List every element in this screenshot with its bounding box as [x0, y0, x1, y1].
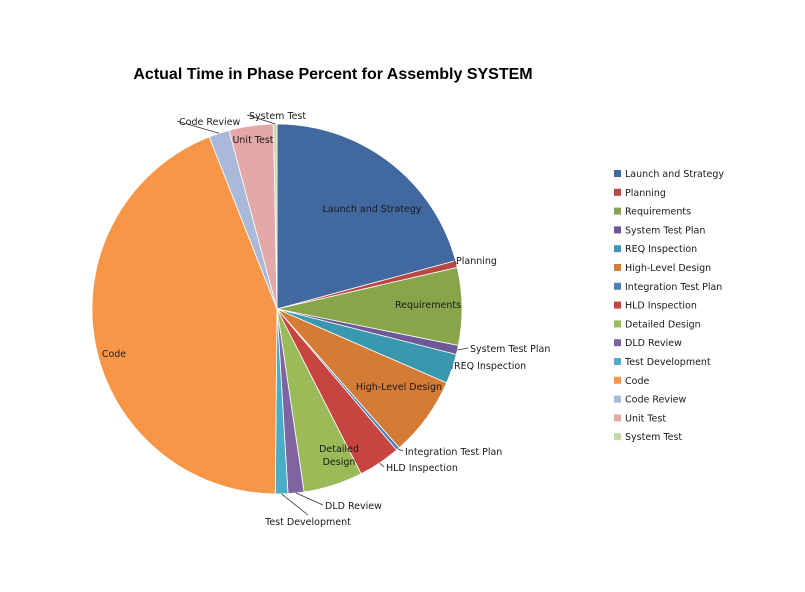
pie-slice-code — [91, 136, 278, 495]
leader-line-system-test-plan — [457, 347, 469, 351]
legend-label-detailed-design: Detailed Design — [625, 319, 701, 330]
legend-swatch-hld-inspection — [614, 301, 621, 309]
leader-line-system-test — [246, 114, 276, 125]
legend-label-planning: Planning — [625, 188, 666, 199]
slice-label-detailed-design: Detailed Design — [319, 444, 359, 468]
slice-labels: Launch and Strategy Planning Requirements S… — [102, 111, 551, 528]
legend-label-requirements: Requirements — [625, 207, 691, 218]
legend-swatch-integration-test-plan — [614, 282, 621, 290]
legend-label-test-development: Test Development — [624, 357, 711, 368]
slice-label-code-review: Code Review — [179, 117, 240, 128]
legend-label-code: Code — [625, 376, 649, 387]
legend-label-system-test: System Test — [625, 432, 682, 443]
slice-label-system-test: System Test — [249, 111, 306, 122]
legend-swatch-detailed-design — [614, 320, 621, 328]
legend-swatch-dld-review — [614, 339, 621, 347]
slice-label-system-test-plan: System Test Plan — [470, 344, 550, 355]
slice-label-unit-test: Unit Test — [232, 135, 273, 146]
chart-title: Actual Time in Phase Percent for Assembl… — [133, 66, 532, 83]
legend-label-unit-test: Unit Test — [625, 413, 666, 424]
legend-swatch-test-development — [614, 358, 621, 365]
slice-label-hld-inspection: HLD Inspection — [386, 463, 458, 474]
slice-label-launch-and-strategy: Launch and Strategy — [322, 204, 421, 215]
legend-label-high-level-design: High-Level Design — [625, 263, 711, 274]
legend-swatch-planning — [614, 188, 621, 196]
leader-line-hld-inspection — [379, 462, 385, 468]
slice-label-dld-review: DLD Review — [325, 501, 382, 512]
legend-swatch-requirements — [614, 207, 621, 215]
legend-swatch-code — [614, 376, 621, 384]
legend-swatch-unit-test — [614, 414, 621, 422]
legend-label-integration-test-plan: Integration Test Plan — [625, 282, 722, 293]
slice-label-code: Code — [102, 349, 126, 360]
legend-swatch-req-inspection — [614, 245, 621, 253]
slice-label-integration-test-plan: Integration Test Plan — [405, 447, 502, 458]
leader-line-test-development — [281, 493, 309, 516]
leader-line-integration-test-plan — [397, 448, 404, 452]
legend-label-dld-review: DLD Review — [625, 338, 682, 349]
pie-slice-launch-and-strategy — [276, 123, 457, 310]
leader-lines — [176, 114, 469, 516]
legend-label-launch-and-strategy: Launch and Strategy — [625, 169, 724, 180]
legend-label-req-inspection: REQ Inspection — [625, 244, 697, 255]
slice-label-requirements: Requirements — [395, 300, 461, 311]
slice-label-req-inspection: REQ Inspection — [454, 361, 526, 372]
slice-label-high-level-design: High-Level Design — [356, 382, 442, 393]
legend-swatch-code-review — [614, 395, 621, 403]
legend-swatch-system-test-plan — [614, 226, 621, 234]
legend-label-system-test-plan: System Test Plan — [625, 225, 705, 236]
legend-swatch-high-level-design — [614, 264, 621, 271]
pie-slices — [91, 123, 463, 495]
leader-line-code-review — [176, 120, 220, 134]
leader-line-planning — [453, 259, 457, 265]
legend-label-hld-inspection: HLD Inspection — [625, 301, 697, 312]
slice-label-planning: Planning — [456, 256, 497, 267]
slice-label-test-development: Test Development — [264, 517, 351, 528]
legend-swatch-system-test — [614, 433, 621, 441]
legend: Launch and Strategy Planning Requirements S… — [614, 169, 724, 443]
legend-label-code-review: Code Review — [625, 395, 686, 406]
legend-swatch-launch-and-strategy — [614, 170, 621, 177]
leader-line-dld-review — [295, 492, 324, 506]
